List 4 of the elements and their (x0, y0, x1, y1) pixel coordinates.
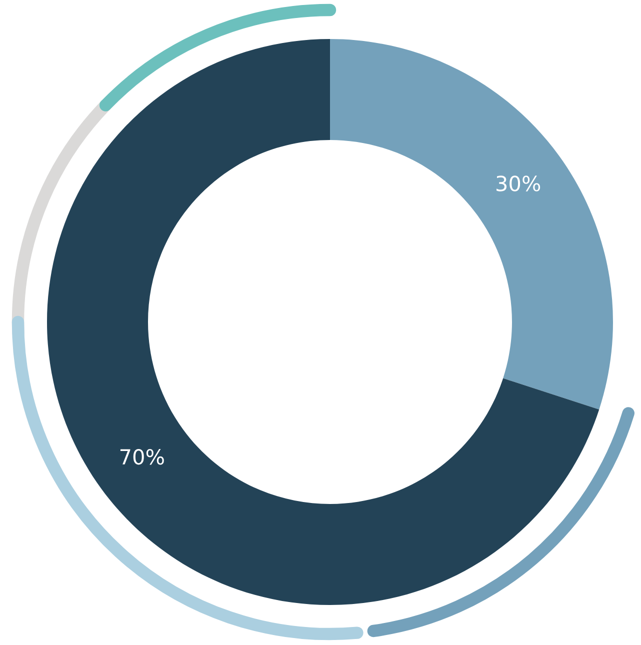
data-label: 70% (120, 448, 164, 465)
donut-slice (47, 39, 600, 605)
data-label: 30% (496, 176, 540, 192)
donut-slice (330, 39, 613, 410)
